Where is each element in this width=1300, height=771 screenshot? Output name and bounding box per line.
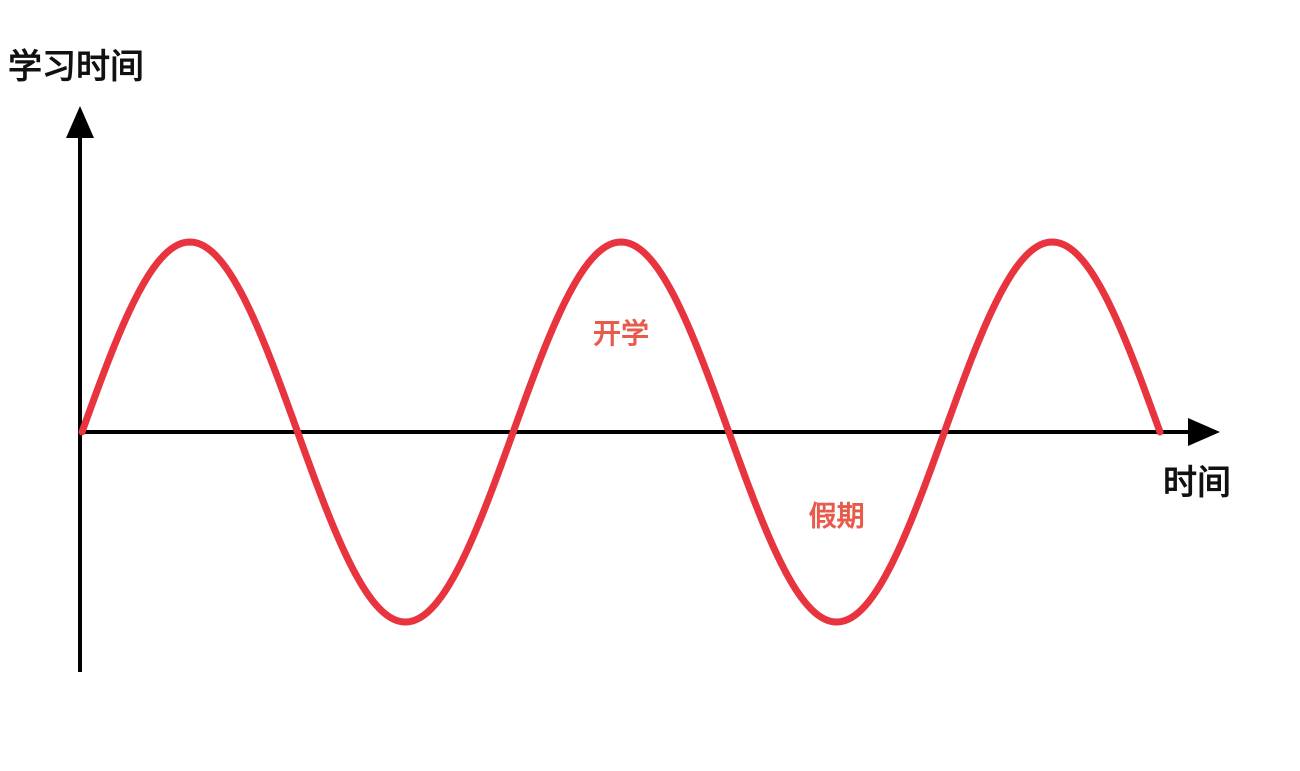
y-axis-arrow (66, 106, 94, 138)
x-axis-title: 时间 (1163, 463, 1231, 503)
annotation-label: 假期 (809, 500, 865, 533)
y-axis-title: 学习时间 (8, 47, 144, 87)
x-axis-arrow (1188, 418, 1220, 446)
annotation-label: 开学 (593, 317, 649, 350)
